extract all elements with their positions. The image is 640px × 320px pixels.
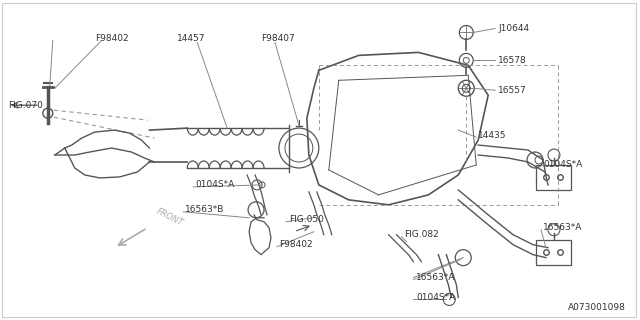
Text: F98402: F98402: [279, 240, 312, 249]
Text: FRONT: FRONT: [154, 207, 184, 228]
Text: A073001098: A073001098: [568, 303, 626, 312]
Text: 16563*B: 16563*B: [186, 205, 225, 214]
Text: 14457: 14457: [177, 34, 206, 43]
Text: J10644: J10644: [498, 24, 529, 33]
Text: FIG.070: FIG.070: [8, 101, 43, 110]
Bar: [536, 240, 571, 265]
Text: F98402: F98402: [95, 34, 128, 43]
Text: 0104S*A: 0104S*A: [543, 161, 582, 170]
Text: 0104S*A: 0104S*A: [417, 293, 456, 302]
Text: 16578: 16578: [498, 56, 527, 65]
Text: 0104S*A: 0104S*A: [195, 180, 234, 189]
Text: FIG.082: FIG.082: [404, 230, 439, 239]
Text: 16563*A: 16563*A: [417, 273, 456, 282]
Bar: [536, 165, 571, 190]
Text: 16563*A: 16563*A: [543, 223, 582, 232]
Text: FIG.050: FIG.050: [289, 215, 324, 224]
Text: 14435: 14435: [478, 131, 507, 140]
Text: 16557: 16557: [498, 86, 527, 95]
Text: F98407: F98407: [261, 34, 295, 43]
